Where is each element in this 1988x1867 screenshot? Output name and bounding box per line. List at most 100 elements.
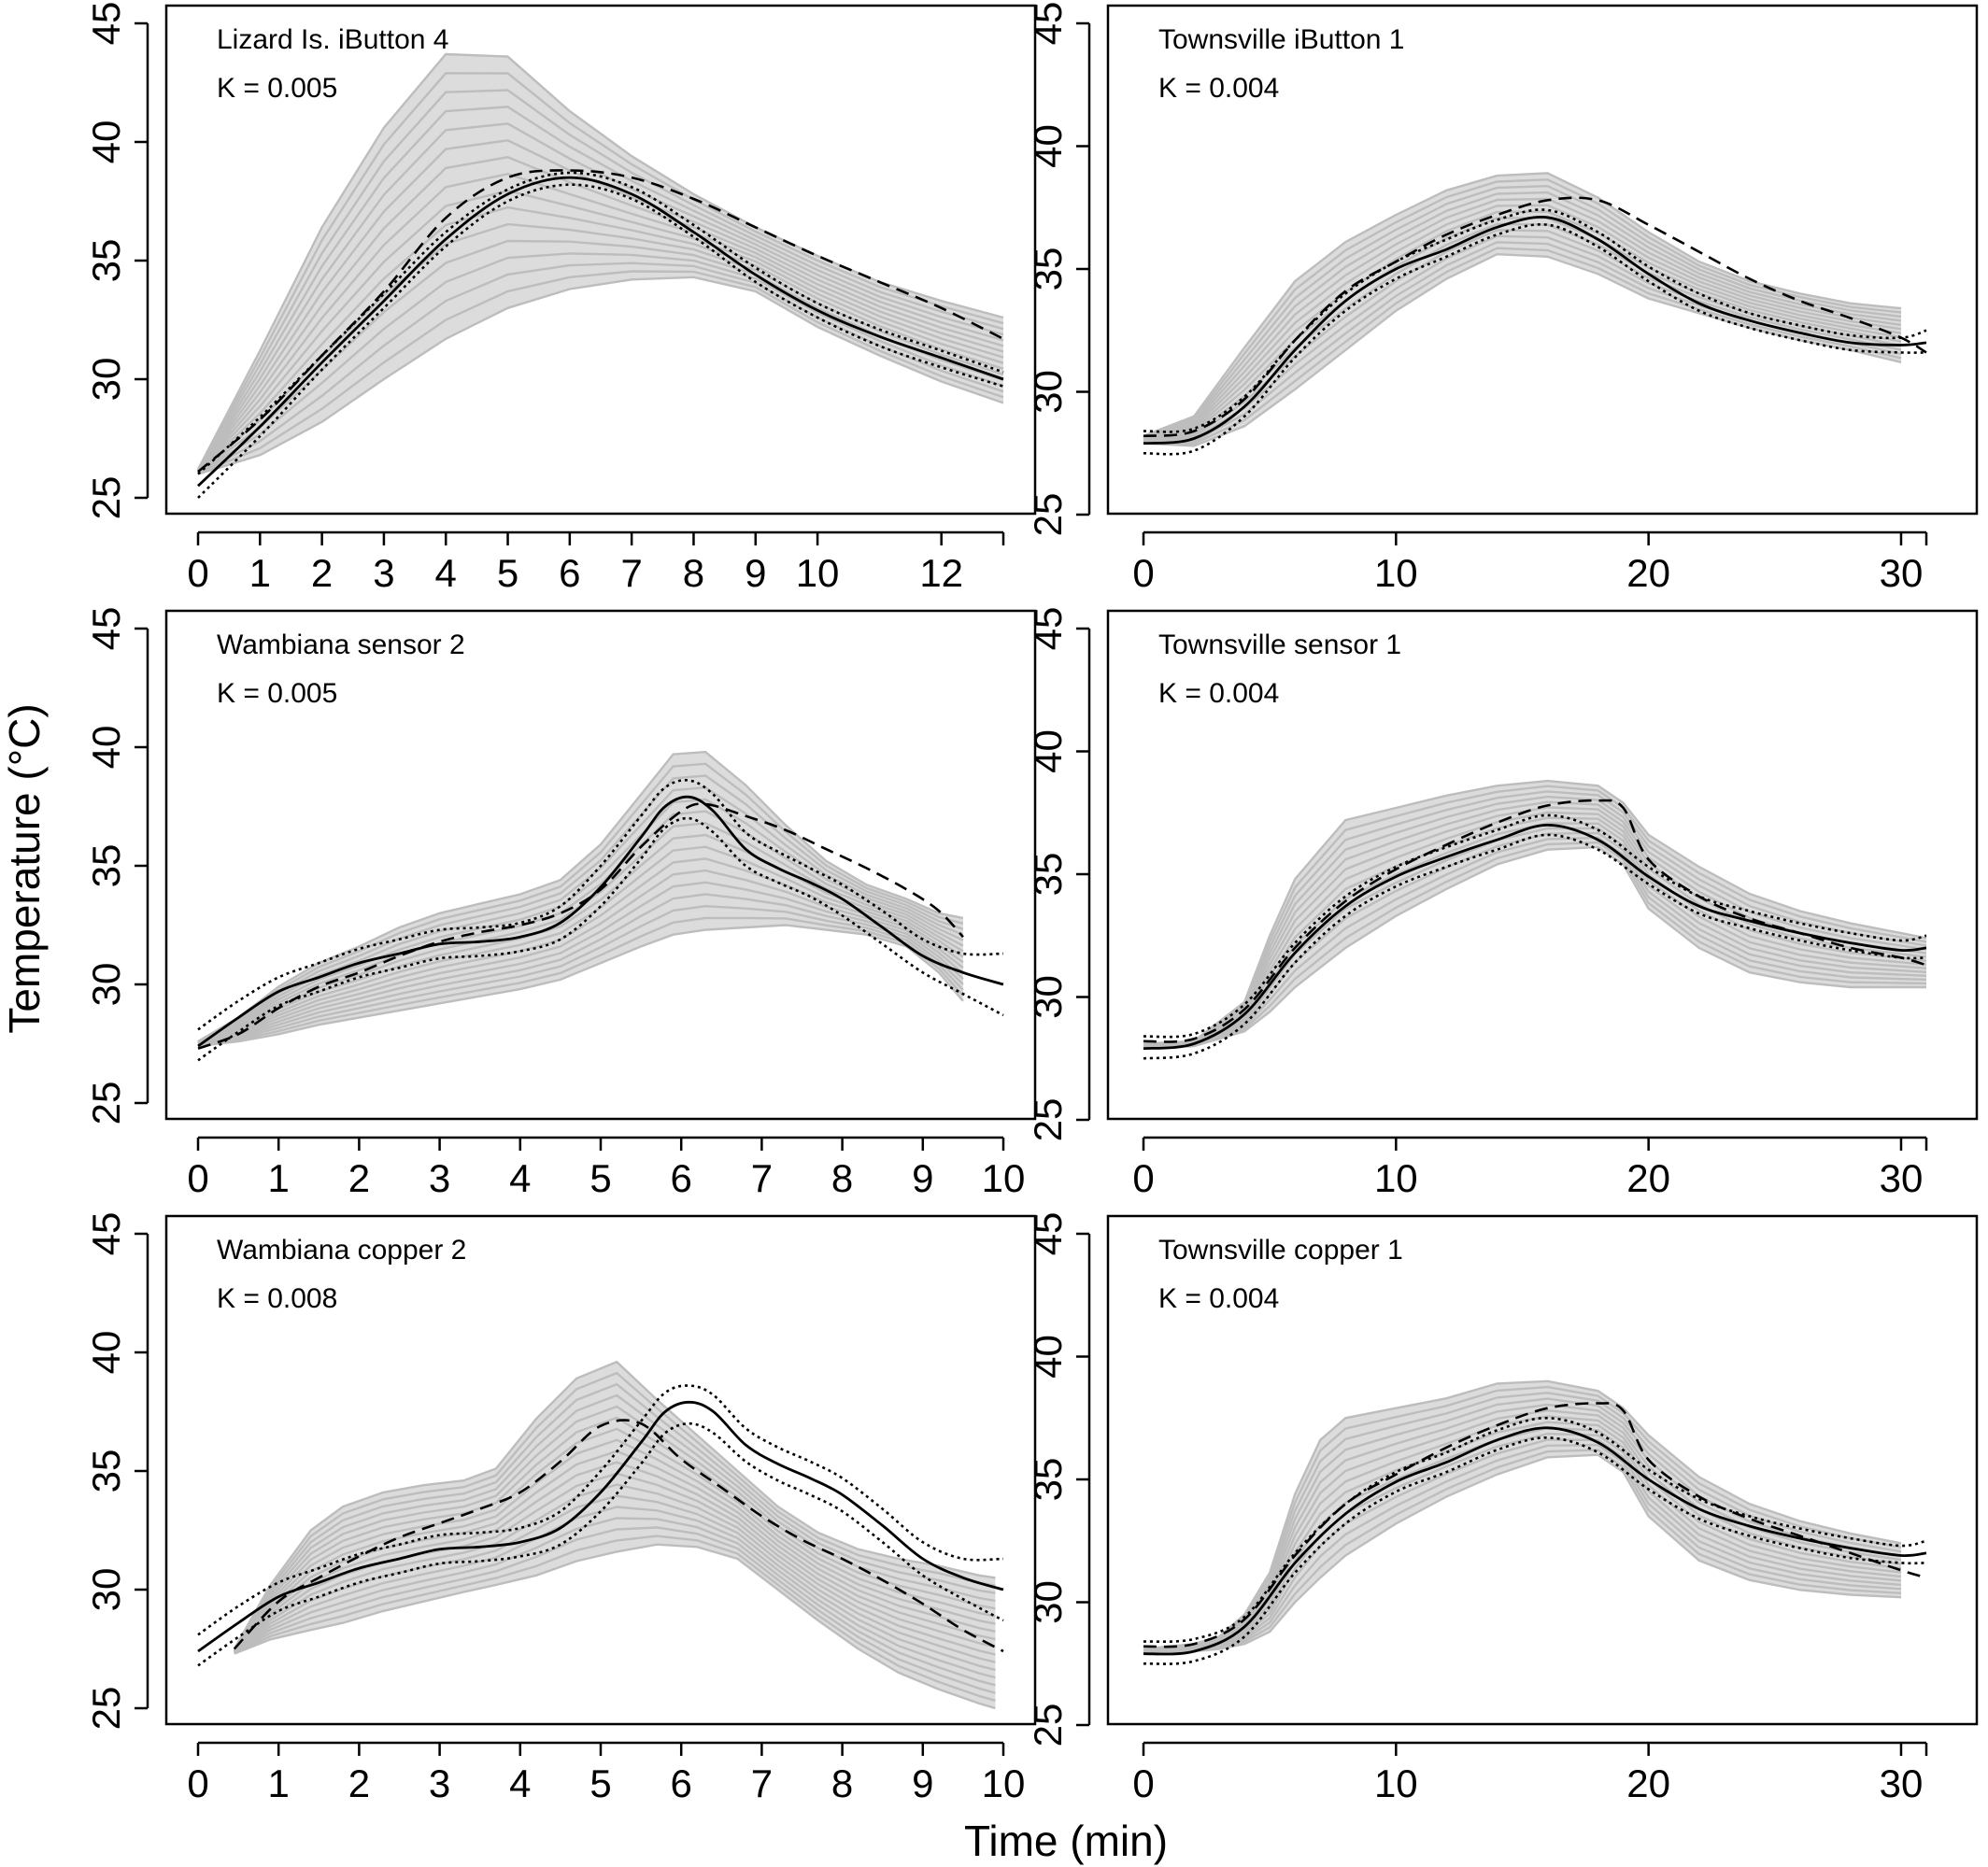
- y-tick-label: 30: [1026, 975, 1070, 1019]
- x-tick-label: 30: [1880, 551, 1924, 595]
- envelope-line: [197, 762, 964, 1043]
- envelope-line: [197, 156, 1004, 473]
- panel-k-annotation: K = 0.008: [217, 1283, 337, 1314]
- envelope-line: [1143, 197, 1902, 440]
- x-tick-label: 3: [429, 1761, 450, 1805]
- y-tick-label: 25: [84, 1687, 128, 1731]
- x-tick-label: 10: [982, 1761, 1026, 1805]
- x-tick-label: 1: [268, 1761, 290, 1805]
- x-tick-label: 7: [751, 1761, 773, 1805]
- envelope-line: [196, 106, 1004, 472]
- envelope-line: [1143, 827, 1927, 1049]
- series-dotted: [1143, 1416, 1927, 1644]
- x-tick-label: 3: [429, 1156, 450, 1200]
- envelope-line: [1143, 785, 1927, 1046]
- plot-frame: [164, 4, 1037, 516]
- envelope-line: [234, 1535, 996, 1702]
- panel-k-annotation: K = 0.004: [1158, 678, 1279, 709]
- x-tick-label: 0: [187, 551, 208, 595]
- y-tick-label: 45: [1026, 607, 1070, 651]
- series-dotted: [1143, 833, 1927, 1060]
- y-tick-label: 30: [1026, 370, 1070, 414]
- y-axis-title: Temperature (°C): [0, 703, 49, 1033]
- envelope-line: [1143, 1449, 1902, 1655]
- x-tick-label: 10: [1374, 1156, 1418, 1200]
- envelope-line: [234, 1494, 996, 1672]
- panel-k-annotation: K = 0.005: [217, 678, 337, 709]
- y-tick-label: 40: [84, 120, 128, 164]
- envelope-line: [1143, 845, 1926, 1050]
- envelope-line: [1143, 191, 1902, 439]
- x-tick-label: 20: [1626, 1761, 1670, 1805]
- envelope-line: [1143, 1453, 1902, 1655]
- x-tick-label: 1: [268, 1156, 290, 1200]
- y-tick-label: 45: [1026, 1212, 1070, 1256]
- y-tick-label: 40: [1026, 124, 1070, 168]
- envelope-line: [1143, 779, 1927, 1045]
- y-tick-label: 45: [84, 607, 128, 651]
- y-tick-label: 30: [84, 1568, 128, 1612]
- envelope-line: [197, 810, 964, 1044]
- series-dotted: [197, 1421, 1004, 1667]
- x-tick-label: 10: [1374, 551, 1418, 595]
- x-tick-label: 10: [796, 551, 840, 595]
- envelope-line: [197, 881, 964, 1046]
- y-tick-label: 35: [1026, 248, 1070, 291]
- x-tick-label: 8: [831, 1761, 853, 1805]
- panel-k-annotation: K = 0.005: [217, 73, 337, 104]
- x-tick-label: 5: [589, 1761, 611, 1805]
- envelope-line: [234, 1543, 996, 1710]
- x-tick-label: 9: [912, 1761, 933, 1805]
- envelope-line: [197, 252, 1004, 474]
- series-dotted: [197, 1384, 1004, 1636]
- plot-frame: [1106, 4, 1979, 516]
- plot-frame: [1106, 609, 1979, 1121]
- envelope-line: [1143, 1408, 1902, 1652]
- envelope-line: [196, 89, 1004, 471]
- panel-title: Townsville sensor 1: [1158, 629, 1401, 660]
- series-solid: [1143, 215, 1927, 446]
- series-dotted: [1143, 1436, 1927, 1665]
- envelope-line: [233, 1461, 996, 1653]
- series-dashed: [233, 1419, 1004, 1653]
- envelope-line: [1143, 184, 1902, 439]
- x-tick-label: 6: [671, 1156, 692, 1200]
- x-tick-label: 0: [1132, 1156, 1154, 1200]
- series-solid: [197, 176, 1004, 488]
- y-tick-label: 35: [84, 844, 128, 888]
- envelope-line: [196, 72, 1004, 471]
- envelope-line: [1143, 795, 1927, 1046]
- plot-frame: [164, 609, 1037, 1121]
- x-tick-label: 5: [497, 551, 518, 595]
- series-dashed: [1143, 799, 1927, 1043]
- panel-title: Wambiana sensor 2: [217, 629, 465, 660]
- envelope-line: [1143, 790, 1927, 1046]
- x-tick-label: 9: [745, 551, 766, 595]
- x-tick-label: 0: [1132, 1761, 1154, 1805]
- y-tick-label: 40: [84, 1331, 128, 1375]
- panel-2: 25 30 35 40 45 0 10 20 30 Townsville iButton 1 K =…: [1026, 2, 1979, 595]
- envelope-line: [1143, 1379, 1902, 1650]
- envelope-line: [233, 1382, 996, 1650]
- x-tick-label: 0: [187, 1156, 208, 1200]
- x-tick-label: 7: [620, 551, 642, 595]
- envelope-line: [197, 822, 964, 1045]
- y-tick-label: 45: [84, 2, 128, 46]
- x-tick-label: 3: [373, 551, 394, 595]
- x-tick-label: 4: [509, 1156, 531, 1200]
- envelope-line: [197, 924, 964, 1048]
- x-axis-title: Time (min): [964, 1817, 1168, 1865]
- panel-k-annotation: K = 0.004: [1158, 1283, 1279, 1314]
- x-tick-label: 20: [1626, 1156, 1670, 1200]
- panel-title: Townsville copper 1: [1158, 1235, 1403, 1266]
- envelope-line: [233, 1427, 996, 1652]
- x-tick-label: 4: [435, 551, 457, 595]
- envelope-line: [197, 857, 964, 1046]
- envelope-line: [1143, 1426, 1902, 1653]
- envelope-line: [1143, 816, 1927, 1048]
- y-tick-label: 35: [84, 239, 128, 283]
- envelope-line: [1143, 836, 1927, 1050]
